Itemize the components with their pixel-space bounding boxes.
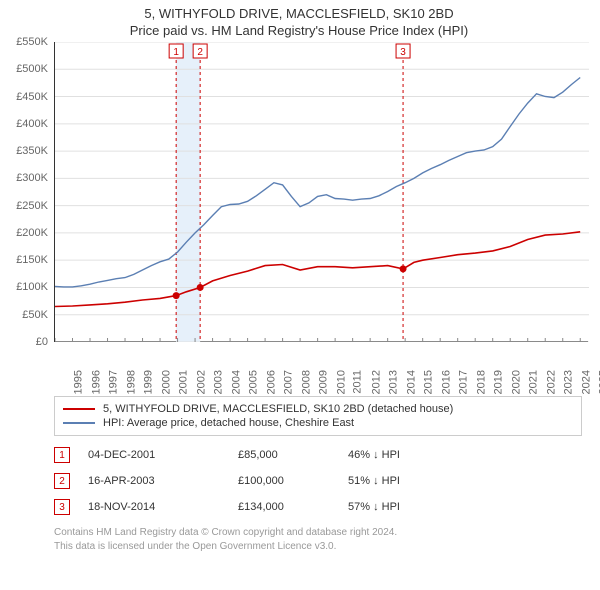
y-axis-labels: £0£50K£100K£150K£200K£250K£300K£350K£400… bbox=[8, 42, 52, 342]
legend-item: HPI: Average price, detached house, Ches… bbox=[63, 417, 573, 429]
legend-swatch bbox=[63, 422, 95, 424]
x-tick-label: 1995 bbox=[72, 370, 84, 394]
y-tick-label: £400K bbox=[16, 118, 48, 130]
x-tick-label: 2022 bbox=[545, 370, 557, 394]
x-tick-label: 2009 bbox=[318, 370, 330, 394]
x-tick-label: 1998 bbox=[125, 370, 137, 394]
y-tick-label: £150K bbox=[16, 254, 48, 266]
sale-price: £134,000 bbox=[238, 501, 348, 513]
plot-svg: 1 2 3 bbox=[55, 42, 589, 342]
x-tick-label: 2012 bbox=[370, 370, 382, 394]
legend-swatch bbox=[63, 408, 95, 410]
sale-row: 2 16-APR-2003£100,00051% ↓ HPI bbox=[54, 468, 582, 494]
x-tick-label: 2005 bbox=[248, 370, 260, 394]
attribution: Contains HM Land Registry data © Crown c… bbox=[54, 526, 582, 553]
x-tick-label: 2011 bbox=[352, 370, 364, 394]
x-tick-label: 2008 bbox=[300, 370, 312, 394]
sale-price: £100,000 bbox=[238, 475, 348, 487]
sale-price: £85,000 bbox=[238, 449, 348, 461]
x-tick-label: 2016 bbox=[440, 370, 452, 394]
plot-area: 1 2 3 bbox=[54, 42, 588, 342]
x-tick-label: 2017 bbox=[458, 370, 470, 394]
attribution-line2: This data is licensed under the Open Gov… bbox=[54, 540, 582, 554]
legend-item: 5, WITHYFOLD DRIVE, MACCLESFIELD, SK10 2… bbox=[63, 403, 573, 415]
sale-marker-box: 1 bbox=[54, 447, 70, 463]
x-tick-label: 2000 bbox=[160, 370, 172, 394]
x-tick-label: 2006 bbox=[265, 370, 277, 394]
legend-label: HPI: Average price, detached house, Ches… bbox=[103, 417, 354, 429]
svg-text:2: 2 bbox=[197, 47, 203, 58]
x-tick-label: 2023 bbox=[563, 370, 575, 394]
y-tick-label: £350K bbox=[16, 145, 48, 157]
x-tick-label: 1999 bbox=[143, 370, 155, 394]
sale-date: 16-APR-2003 bbox=[88, 475, 238, 487]
x-tick-label: 1997 bbox=[108, 370, 120, 394]
sale-row: 3 18-NOV-2014£134,00057% ↓ HPI bbox=[54, 494, 582, 520]
x-tick-label: 2015 bbox=[423, 370, 435, 394]
x-tick-label: 2002 bbox=[195, 370, 207, 394]
sales-table: 1 04-DEC-2001£85,00046% ↓ HPI 2 16-APR-2003… bbox=[54, 442, 582, 520]
y-tick-label: £100K bbox=[16, 281, 48, 293]
title-address: 5, WITHYFOLD DRIVE, MACCLESFIELD, SK10 2… bbox=[8, 6, 590, 21]
sale-date: 04-DEC-2001 bbox=[88, 449, 238, 461]
y-tick-label: £50K bbox=[22, 309, 48, 321]
x-tick-label: 2018 bbox=[475, 370, 487, 394]
svg-text:1: 1 bbox=[173, 47, 179, 58]
y-tick-label: £300K bbox=[16, 172, 48, 184]
title-subtitle: Price paid vs. HM Land Registry's House … bbox=[8, 23, 590, 38]
title-block: 5, WITHYFOLD DRIVE, MACCLESFIELD, SK10 2… bbox=[8, 6, 590, 38]
sale-date: 18-NOV-2014 bbox=[88, 501, 238, 513]
svg-text:3: 3 bbox=[400, 47, 406, 58]
y-tick-label: £500K bbox=[16, 63, 48, 75]
x-tick-label: 2021 bbox=[528, 370, 540, 394]
x-tick-label: 2014 bbox=[405, 370, 417, 394]
x-tick-label: 2020 bbox=[510, 370, 522, 394]
sale-vs-hpi: 57% ↓ HPI bbox=[348, 501, 468, 513]
sale-vs-hpi: 46% ↓ HPI bbox=[348, 449, 468, 461]
legend-box: 5, WITHYFOLD DRIVE, MACCLESFIELD, SK10 2… bbox=[54, 396, 582, 436]
y-tick-label: £200K bbox=[16, 227, 48, 239]
x-axis-labels: 1995 1996 1997 1998 1999 2000 2001 2002 2003 2004… bbox=[54, 346, 588, 392]
x-tick-label: 2007 bbox=[283, 370, 295, 394]
chart-area: £0 £50K £100K £150K £200K £250K £300K £350K £400… bbox=[8, 42, 590, 392]
sale-row: 1 04-DEC-2001£85,00046% ↓ HPI bbox=[54, 442, 582, 468]
x-tick-label: 2019 bbox=[493, 370, 505, 394]
x-tick-label: 2001 bbox=[178, 370, 190, 394]
y-tick-label: £450K bbox=[16, 91, 48, 103]
x-tick-label: 2003 bbox=[213, 370, 225, 394]
sale-marker-box: 2 bbox=[54, 473, 70, 489]
x-tick-label: 2010 bbox=[335, 370, 347, 394]
y-tick-label: £250K bbox=[16, 200, 48, 212]
y-tick-label: £0 bbox=[36, 336, 48, 348]
x-tick-label: 1996 bbox=[90, 370, 102, 394]
x-tick-label: 2004 bbox=[230, 370, 242, 394]
sale-marker-box: 3 bbox=[54, 499, 70, 515]
legend-label: 5, WITHYFOLD DRIVE, MACCLESFIELD, SK10 2… bbox=[103, 403, 453, 415]
sale-vs-hpi: 51% ↓ HPI bbox=[348, 475, 468, 487]
chart-container: 5, WITHYFOLD DRIVE, MACCLESFIELD, SK10 2… bbox=[0, 0, 600, 559]
attribution-line1: Contains HM Land Registry data © Crown c… bbox=[54, 526, 582, 540]
x-tick-label: 2024 bbox=[580, 370, 592, 394]
y-tick-label: £550K bbox=[16, 36, 48, 48]
x-tick-label: 2013 bbox=[388, 370, 400, 394]
